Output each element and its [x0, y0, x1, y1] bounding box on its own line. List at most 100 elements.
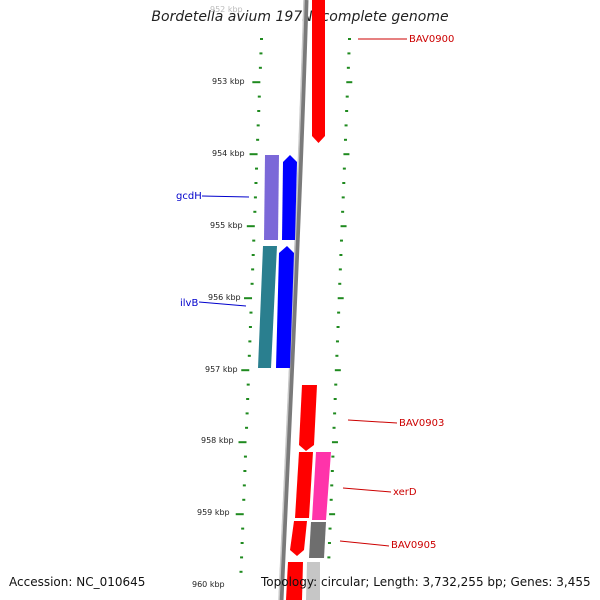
tick-mark	[245, 426, 249, 429]
tick-mark	[247, 354, 251, 357]
tick-mark	[248, 326, 252, 328]
gene-red-960[interactable]	[286, 562, 303, 600]
position-label-953: 953 kbp	[212, 77, 245, 86]
position-label-960: 960 kbp	[192, 580, 225, 589]
tick-mark	[249, 153, 258, 156]
tick-mark	[330, 484, 334, 487]
tick-mark	[246, 225, 255, 228]
tick-mark	[348, 38, 351, 40]
tick-mark	[246, 383, 250, 386]
tick-mark	[249, 311, 253, 314]
tick-mark	[341, 210, 345, 213]
tick-mark	[242, 498, 246, 501]
tick-mark	[341, 196, 345, 199]
genome-title: Bordetella avium 197N, complete genome	[151, 9, 449, 25]
genome-backbone	[278, 0, 309, 600]
tick-mark	[344, 124, 348, 127]
tick-mark	[328, 527, 332, 530]
position-label-957: 957 kbp	[205, 365, 238, 374]
tick-mark	[246, 398, 250, 400]
tick-mark	[333, 412, 337, 415]
gene-label-bav0903[interactable]: BAV0903	[399, 418, 444, 429]
tick-mark	[333, 398, 337, 400]
tick-mark	[242, 484, 246, 487]
tick-mark	[256, 124, 260, 127]
tick-mark	[244, 297, 253, 300]
gene-ilvb[interactable]	[258, 246, 277, 368]
tick-mark	[248, 340, 252, 343]
connector-ilvb	[198, 301, 247, 307]
tick-mark	[339, 254, 343, 256]
tick-mark	[259, 52, 263, 55]
tick-mark	[329, 498, 333, 501]
tick-mark	[238, 441, 247, 444]
connector-gcdh	[201, 195, 250, 198]
tick-mark	[327, 542, 331, 544]
tick-mark	[330, 470, 334, 472]
topology-text: Topology: circular; Length: 3,732,255 bp…	[261, 575, 591, 589]
position-label-955: 955 kbp	[210, 221, 243, 230]
tick-mark	[346, 66, 350, 69]
gene-gcdh-blue[interactable]	[282, 155, 297, 240]
tick-mark	[258, 66, 262, 69]
gene-label-ilvb[interactable]: ilvB	[180, 298, 198, 309]
gene-bav0905[interactable]	[309, 522, 326, 558]
tick-mark	[239, 570, 243, 573]
tick-mark	[343, 153, 350, 156]
gene-gray-960[interactable]	[306, 562, 320, 600]
connector-bav0905	[339, 540, 390, 547]
position-labels: 952 kbp 953 kbp 954 kbp 955 kbp 956 kbp …	[192, 5, 245, 589]
gene-bav0900[interactable]	[312, 0, 325, 143]
gene-red-959[interactable]	[290, 521, 307, 556]
gene-bav0903[interactable]	[299, 385, 317, 451]
gene-label-xerd[interactable]: xerD	[393, 487, 417, 498]
tick-mark	[256, 138, 260, 141]
tick-mark	[245, 412, 249, 415]
gene-label-bav0900[interactable]: BAV0900	[409, 34, 454, 45]
gene-ilvb-blue[interactable]	[276, 246, 294, 368]
gene-gcdh[interactable]	[264, 155, 279, 240]
tick-mark	[340, 225, 347, 228]
genome-backbone-highlight	[278, 0, 305, 600]
tick-mark	[336, 326, 340, 328]
tick-mark	[255, 167, 259, 170]
gene-xerd[interactable]	[312, 452, 331, 520]
tick-mark	[251, 268, 255, 271]
tick-mark	[257, 110, 261, 112]
position-label-959: 959 kbp	[197, 508, 230, 517]
position-label-952: 952 kbp	[210, 5, 243, 14]
tick-mark	[251, 254, 255, 256]
gene-label-bav0905[interactable]: BAV0905	[391, 540, 436, 551]
connector-xerd	[342, 487, 392, 493]
tick-mark	[235, 513, 244, 516]
tick-mark	[327, 556, 331, 559]
tick-mark	[338, 282, 342, 285]
tick-mark	[335, 340, 339, 343]
tick-mark	[337, 311, 341, 314]
tick-mark	[252, 81, 261, 84]
tick-mark	[250, 282, 254, 285]
tick-mark	[345, 95, 349, 98]
tick-mark	[337, 297, 344, 300]
connector-bav0903	[347, 419, 398, 424]
tick-mark	[331, 455, 335, 458]
tick-mark	[342, 167, 346, 170]
tick-mark	[339, 239, 343, 242]
tick-mark	[252, 239, 256, 242]
tick-mark	[346, 81, 353, 84]
tick-mark	[253, 196, 257, 199]
tick-mark	[243, 470, 247, 472]
tick-mark	[253, 210, 257, 213]
tick-marks	[235, 38, 353, 573]
tick-mark	[338, 268, 342, 271]
tick-mark	[240, 556, 244, 559]
gene-red-958[interactable]	[295, 452, 313, 518]
accession-text: Accession: NC_010645	[9, 575, 146, 589]
tick-mark	[329, 513, 336, 516]
position-label-958: 958 kbp	[201, 436, 234, 445]
gene-label-gcdh[interactable]: gcdH	[176, 191, 202, 202]
tick-mark	[334, 369, 341, 372]
tick-mark	[334, 383, 338, 386]
